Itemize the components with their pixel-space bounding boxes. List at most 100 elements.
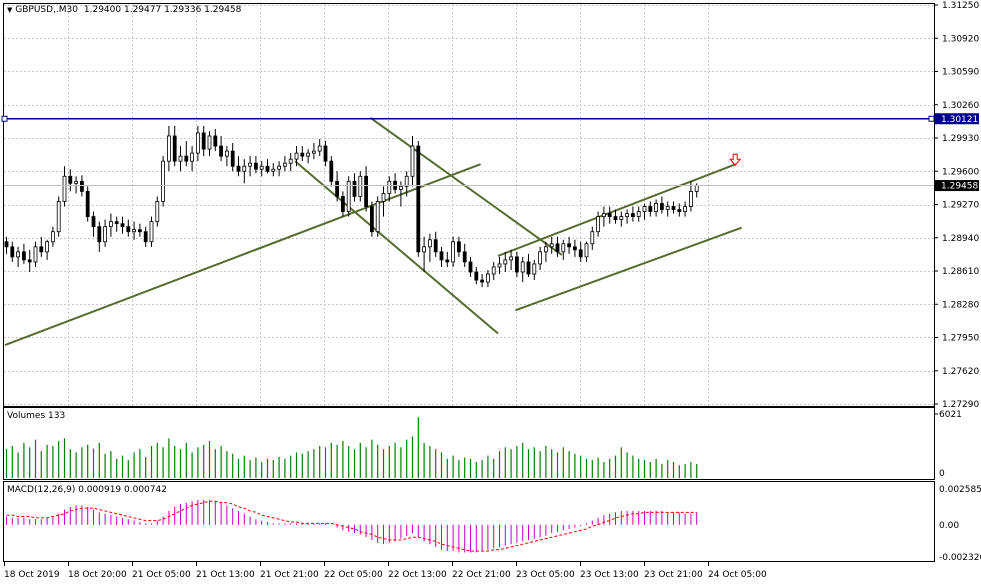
time-tick-label: 18 Oct 20:00 <box>68 570 127 580</box>
candle-body <box>561 243 566 253</box>
candle-body <box>346 180 351 212</box>
macd-signal-polyline <box>6 500 697 552</box>
candle-body <box>416 145 421 253</box>
candle-body <box>27 259 32 263</box>
price-tick-label: 1.27950 <box>942 334 979 344</box>
candle-body <box>683 206 687 212</box>
price-tick-label: 1.27290 <box>942 400 979 410</box>
candle-body <box>422 246 427 253</box>
candle-body <box>329 160 334 182</box>
candle-body <box>619 216 624 221</box>
buy-arrow-icon[interactable] <box>729 153 742 167</box>
price-tick-label: 1.29600 <box>942 167 979 177</box>
candle-body <box>491 266 496 275</box>
candle-body <box>485 273 490 283</box>
candle-body <box>21 251 26 261</box>
candle-body <box>166 135 171 162</box>
time-tick-label: 22 Oct 13:00 <box>388 570 447 580</box>
level-handle-left[interactable] <box>1 115 8 122</box>
candle-body <box>236 165 241 172</box>
macd-pane-frame <box>3 481 935 562</box>
time-tick-label: 24 Oct 05:00 <box>708 570 767 580</box>
candle-body <box>526 261 531 275</box>
candle-body <box>114 221 119 225</box>
candle-body <box>248 162 253 167</box>
candle-body <box>642 206 647 212</box>
candle-body <box>369 206 374 233</box>
time-tick-label: 22 Oct 21:00 <box>452 570 511 580</box>
macd-axis-bottom: -0.002326 <box>939 553 981 563</box>
ohlc-low: 1.29336 <box>164 5 202 15</box>
candle-body <box>427 239 432 248</box>
candle-body <box>300 152 305 157</box>
candle-body <box>584 243 589 258</box>
candle-body <box>544 246 548 253</box>
time-tick-label: 23 Oct 05:00 <box>516 570 575 580</box>
candle-body <box>497 263 502 268</box>
time-tick-label: 21 Oct 05:00 <box>132 570 191 580</box>
time-tick-label: 21 Oct 13:00 <box>196 570 255 580</box>
ohlc-high: 1.29477 <box>123 5 162 15</box>
candle-body <box>387 180 392 194</box>
time-axis: 18 Oct 2019 18 Oct 20:00 21 Oct 05:00 21 Oc… <box>4 562 767 580</box>
candle-body <box>665 206 670 210</box>
candle-body <box>451 241 456 263</box>
candle-body <box>404 175 409 187</box>
candle-body <box>335 180 340 197</box>
candle-body <box>590 231 595 245</box>
bid-price-label: 1.29458 <box>935 180 979 192</box>
candle-body <box>45 241 49 253</box>
candle-body <box>190 152 195 162</box>
candle-body <box>381 193 386 202</box>
candle-body <box>149 221 154 243</box>
candle-body <box>230 150 235 167</box>
candle-body <box>91 216 96 228</box>
level-handle-right[interactable] <box>928 115 935 122</box>
candle-body <box>398 185 403 190</box>
candle-body <box>294 152 299 160</box>
candle-body <box>532 263 537 275</box>
volume-axis-max: 6021 <box>939 410 962 420</box>
trendline <box>497 163 737 257</box>
candle-body <box>282 162 287 167</box>
macd-signal-line <box>6 500 697 552</box>
candle-body <box>288 158 293 164</box>
candle-body <box>155 201 160 223</box>
time-tick-label: 21 Oct 21:00 <box>260 570 319 580</box>
candle-body <box>33 246 38 263</box>
candle-body <box>277 165 282 170</box>
price-tick-label: 1.28940 <box>942 234 979 244</box>
candle-body <box>4 241 9 248</box>
price-tick-label: 1.28280 <box>942 300 979 310</box>
candle-body <box>178 155 183 162</box>
time-tick-label: 18 Oct 2019 <box>4 570 60 580</box>
volume-axis-min: 0 <box>939 469 945 479</box>
price-tick-label: 1.28610 <box>942 267 979 277</box>
candle-body <box>671 206 676 210</box>
candle-body <box>80 180 84 192</box>
candle-body <box>660 203 664 210</box>
level-price-label: 1.30121 <box>935 113 979 125</box>
candle-body <box>375 201 380 233</box>
candle-body <box>259 165 264 170</box>
price-tick-label: 1.30260 <box>942 101 979 111</box>
candle-body <box>74 180 78 184</box>
macd-axis-top: 0.002585 <box>939 485 981 495</box>
candle-body <box>625 213 629 217</box>
candle-body <box>103 226 107 243</box>
volume-pane-frame <box>3 407 935 480</box>
candle-body <box>602 213 606 217</box>
time-tick-label: 23 Oct 13:00 <box>580 570 639 580</box>
volume-bars <box>5 417 698 478</box>
candle-body <box>16 251 21 258</box>
price-tick-label: 1.31250 <box>942 1 979 11</box>
candle-body <box>120 223 125 228</box>
candle-body <box>195 132 200 154</box>
candle-body <box>358 175 363 197</box>
candle-body <box>410 145 415 177</box>
candle-body <box>456 241 461 253</box>
candle-body <box>137 229 142 233</box>
candle-body <box>265 165 270 172</box>
